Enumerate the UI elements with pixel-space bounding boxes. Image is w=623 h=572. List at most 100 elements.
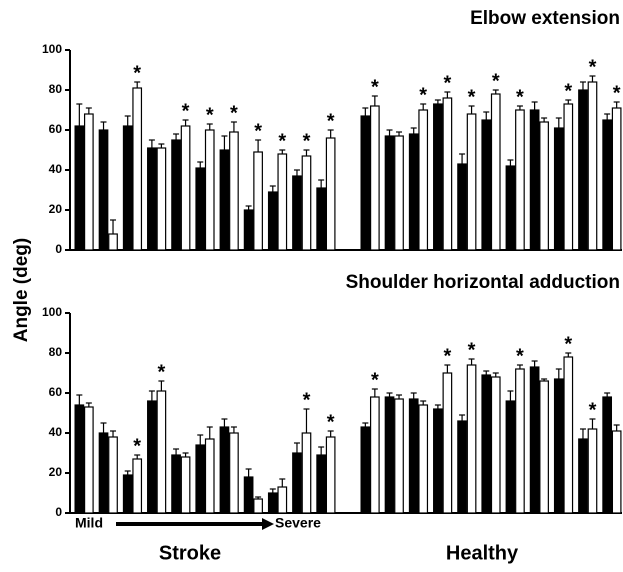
bar: [253, 498, 263, 514]
bar: [292, 175, 302, 251]
bar: [292, 452, 302, 514]
bar: [408, 133, 419, 251]
bar: [602, 396, 613, 514]
group-label: Healthy: [446, 542, 519, 564]
significance-marker: *: [230, 102, 238, 124]
significance-marker: *: [468, 86, 476, 108]
y-tick-label: 60: [49, 122, 63, 136]
bar: [195, 444, 206, 514]
bar: [229, 131, 239, 251]
significance-marker: *: [516, 86, 524, 108]
bar: [490, 376, 501, 514]
y-tick-label: 100: [42, 305, 62, 319]
bar: [457, 420, 467, 514]
bar: [384, 396, 395, 514]
bar: [539, 380, 549, 514]
bar: [529, 109, 540, 251]
significance-marker: *: [303, 130, 311, 152]
bar: [360, 115, 371, 251]
bar: [108, 436, 118, 514]
significance-marker: *: [206, 104, 214, 126]
bar: [553, 378, 564, 514]
significance-marker: *: [564, 80, 572, 102]
bar: [515, 368, 525, 514]
significance-marker: *: [157, 361, 165, 383]
bar: [433, 103, 443, 251]
bar: [481, 119, 492, 251]
y-tick-label: 0: [55, 505, 62, 519]
bar: [611, 107, 622, 251]
bar: [515, 109, 525, 251]
group-label: Stroke: [159, 542, 221, 564]
bar: [108, 233, 118, 251]
bar: [132, 458, 143, 514]
y-tick-label: 80: [49, 345, 63, 359]
y-tick-label: 40: [49, 162, 63, 176]
bar: [122, 474, 133, 514]
panel-title: Elbow extension: [470, 8, 620, 29]
bar: [147, 147, 157, 251]
bar: [369, 105, 380, 251]
bar: [578, 438, 588, 514]
significance-marker: *: [133, 435, 141, 457]
bar: [219, 149, 230, 251]
significance-marker: *: [133, 62, 141, 84]
bar: [83, 406, 94, 514]
bar: [369, 396, 380, 514]
bar: [442, 372, 453, 514]
bar: [587, 428, 598, 514]
bar: [418, 109, 429, 251]
bar: [301, 155, 312, 251]
bar: [180, 125, 191, 251]
y-tick-label: 0: [55, 242, 62, 256]
bar: [505, 165, 516, 251]
panel-title: Shoulder horizontal adduction: [346, 272, 620, 293]
bar: [466, 364, 477, 514]
bar: [204, 129, 215, 251]
scale-start: Mild: [75, 515, 103, 531]
bar: [243, 209, 254, 251]
bar: [611, 430, 622, 514]
bar: [98, 129, 109, 251]
bar: [277, 153, 288, 251]
bar: [325, 436, 336, 514]
bar: [553, 127, 564, 251]
bar: [316, 454, 327, 514]
bar: [83, 113, 94, 251]
significance-marker: *: [613, 82, 621, 104]
bar: [277, 486, 288, 514]
significance-marker: *: [419, 84, 427, 106]
significance-marker: *: [327, 110, 335, 132]
bar: [466, 113, 477, 251]
bar: [243, 476, 254, 514]
bar: [578, 89, 588, 251]
y-tick-label: 40: [49, 425, 63, 439]
bar: [384, 135, 395, 251]
y-tick-label: 20: [49, 465, 63, 479]
y-tick-label: 20: [49, 202, 63, 216]
y-tick-label: 100: [42, 42, 62, 56]
bar: [229, 432, 239, 514]
significance-marker: *: [492, 70, 500, 92]
bar: [180, 456, 191, 514]
bar: [394, 398, 404, 514]
significance-marker: *: [327, 411, 335, 433]
bar: [267, 492, 278, 514]
bar: [481, 374, 492, 514]
significance-marker: *: [278, 130, 286, 152]
bar: [156, 390, 167, 514]
bar: [325, 137, 336, 251]
significance-marker: *: [443, 72, 451, 94]
bar: [267, 191, 278, 251]
bar: [587, 81, 598, 251]
bar: [433, 408, 443, 514]
significance-marker: *: [589, 56, 597, 78]
bar: [171, 139, 181, 251]
significance-marker: *: [371, 76, 379, 98]
bar: [316, 187, 327, 251]
bar: [195, 167, 206, 251]
bar: [74, 125, 85, 251]
bar: [98, 432, 109, 514]
bar: [74, 404, 85, 514]
bar: [457, 163, 467, 251]
